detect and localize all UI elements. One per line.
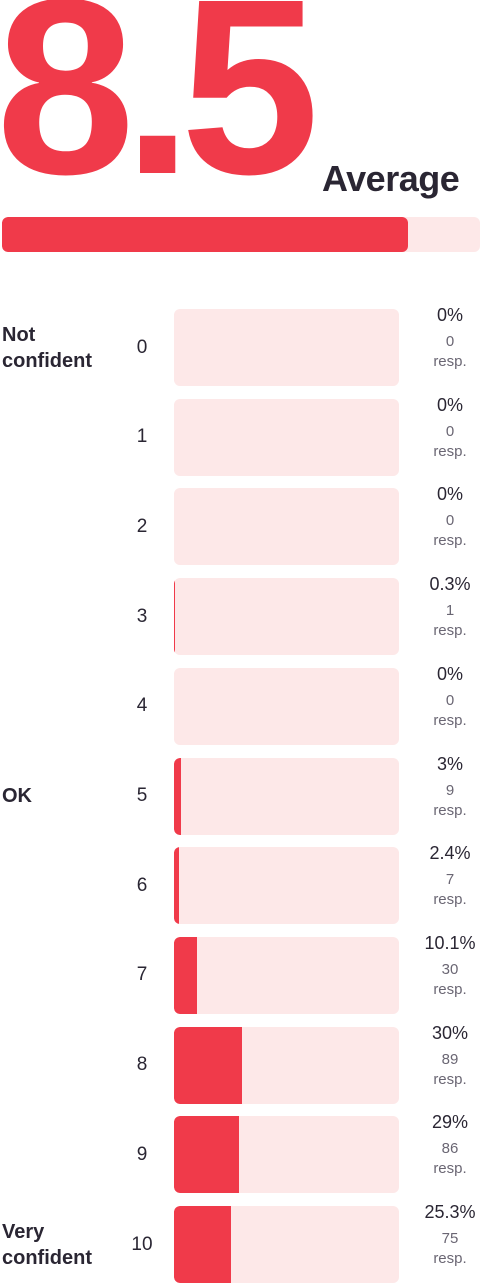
rating-row: 2 0% 0 resp. bbox=[0, 484, 480, 566]
response-count: 1 bbox=[445, 602, 455, 620]
percent-label: 2.4% bbox=[429, 843, 471, 864]
response-count: 0 bbox=[445, 512, 455, 530]
response-unit: resp. bbox=[433, 622, 467, 640]
rating-row: 1 0% 0 resp. bbox=[0, 395, 480, 476]
side-label: OK bbox=[2, 785, 32, 807]
rating-label: 8 bbox=[136, 1054, 148, 1076]
bar bbox=[174, 757, 181, 835]
rating-row: 4 0% 0 resp. bbox=[0, 664, 480, 745]
percent-label: 10.1% bbox=[424, 932, 476, 953]
side-label: Very confident bbox=[2, 1220, 92, 1269]
rating-label: 1 bbox=[136, 426, 148, 448]
response-unit: resp. bbox=[433, 442, 467, 460]
rating-label: 10 bbox=[131, 1233, 153, 1255]
percent-label: 0.3% bbox=[429, 574, 471, 595]
response-count: 9 bbox=[445, 781, 455, 799]
response-count: 30 bbox=[441, 960, 459, 978]
percent-label: 0% bbox=[436, 663, 463, 684]
rating-label: 2 bbox=[136, 515, 148, 537]
bar bbox=[174, 1206, 231, 1283]
rating-row: Very confident 10 25.3% 75 resp. bbox=[0, 1202, 480, 1283]
bar-track bbox=[174, 847, 399, 925]
rating-row: 7 10.1% 30 resp. bbox=[0, 933, 480, 1014]
percent-label: 3% bbox=[436, 753, 463, 774]
percent-label: 0% bbox=[436, 394, 463, 415]
bar bbox=[174, 1026, 242, 1104]
bar-track bbox=[174, 309, 399, 386]
percent-label: 25.3% bbox=[424, 1202, 476, 1222]
rating-label: 0 bbox=[136, 336, 148, 358]
rating-label: 4 bbox=[136, 695, 148, 717]
bar-track bbox=[174, 1116, 399, 1194]
bar bbox=[174, 847, 180, 925]
average-value: 8.5 bbox=[0, 0, 320, 226]
rating-label: 5 bbox=[136, 785, 148, 806]
response-unit: resp. bbox=[433, 1250, 467, 1267]
response-unit: resp. bbox=[433, 711, 467, 729]
response-count: 86 bbox=[441, 1140, 459, 1158]
response-unit: resp. bbox=[433, 980, 467, 998]
rating-label: 7 bbox=[136, 964, 148, 986]
rating-label: 6 bbox=[136, 874, 148, 896]
response-count: 0 bbox=[445, 333, 455, 350]
percent-label: 0% bbox=[436, 484, 463, 505]
response-count: 7 bbox=[445, 871, 455, 889]
percent-label: 30% bbox=[431, 1022, 469, 1043]
rating-row: 8 30% 89 resp. bbox=[0, 1023, 480, 1104]
rating-label: 3 bbox=[136, 605, 148, 627]
rating-label: 9 bbox=[136, 1143, 148, 1165]
percent-label: 0% bbox=[436, 305, 463, 325]
bar-track bbox=[174, 757, 399, 835]
rating-row: OK 5 3% 9 resp. bbox=[0, 754, 480, 835]
average-bar bbox=[2, 217, 409, 252]
rating-row: 6 2.4% 7 resp. bbox=[0, 843, 480, 925]
response-unit: resp. bbox=[433, 891, 467, 909]
bar-track bbox=[174, 398, 399, 476]
bar-track bbox=[174, 936, 399, 1014]
bar-track bbox=[174, 1026, 399, 1104]
response-count: 0 bbox=[445, 422, 455, 440]
bar-track bbox=[174, 578, 399, 656]
response-count: 0 bbox=[445, 691, 455, 709]
bar bbox=[174, 936, 197, 1014]
response-unit: resp. bbox=[433, 532, 467, 550]
percent-label: 29% bbox=[431, 1112, 469, 1133]
average-track bbox=[2, 217, 480, 252]
response-unit: resp. bbox=[433, 1070, 467, 1088]
rating-row: 9 29% 86 resp. bbox=[0, 1112, 480, 1194]
rating-row: Not confident 0 0% 0 resp. bbox=[0, 305, 480, 386]
response-count: 89 bbox=[441, 1050, 459, 1068]
rating-row: 3 0.3% 1 resp. bbox=[0, 574, 480, 656]
bar-track bbox=[174, 488, 399, 566]
bar-track bbox=[174, 1206, 399, 1283]
bar bbox=[174, 1116, 240, 1194]
response-unit: resp. bbox=[433, 1160, 467, 1178]
bar-track bbox=[174, 667, 399, 745]
response-unit: resp. bbox=[433, 801, 467, 819]
response-unit: resp. bbox=[433, 353, 467, 370]
response-count: 75 bbox=[441, 1230, 459, 1247]
bar bbox=[174, 578, 175, 656]
average-label: Average bbox=[322, 158, 460, 199]
side-label: Not confident bbox=[2, 323, 92, 372]
